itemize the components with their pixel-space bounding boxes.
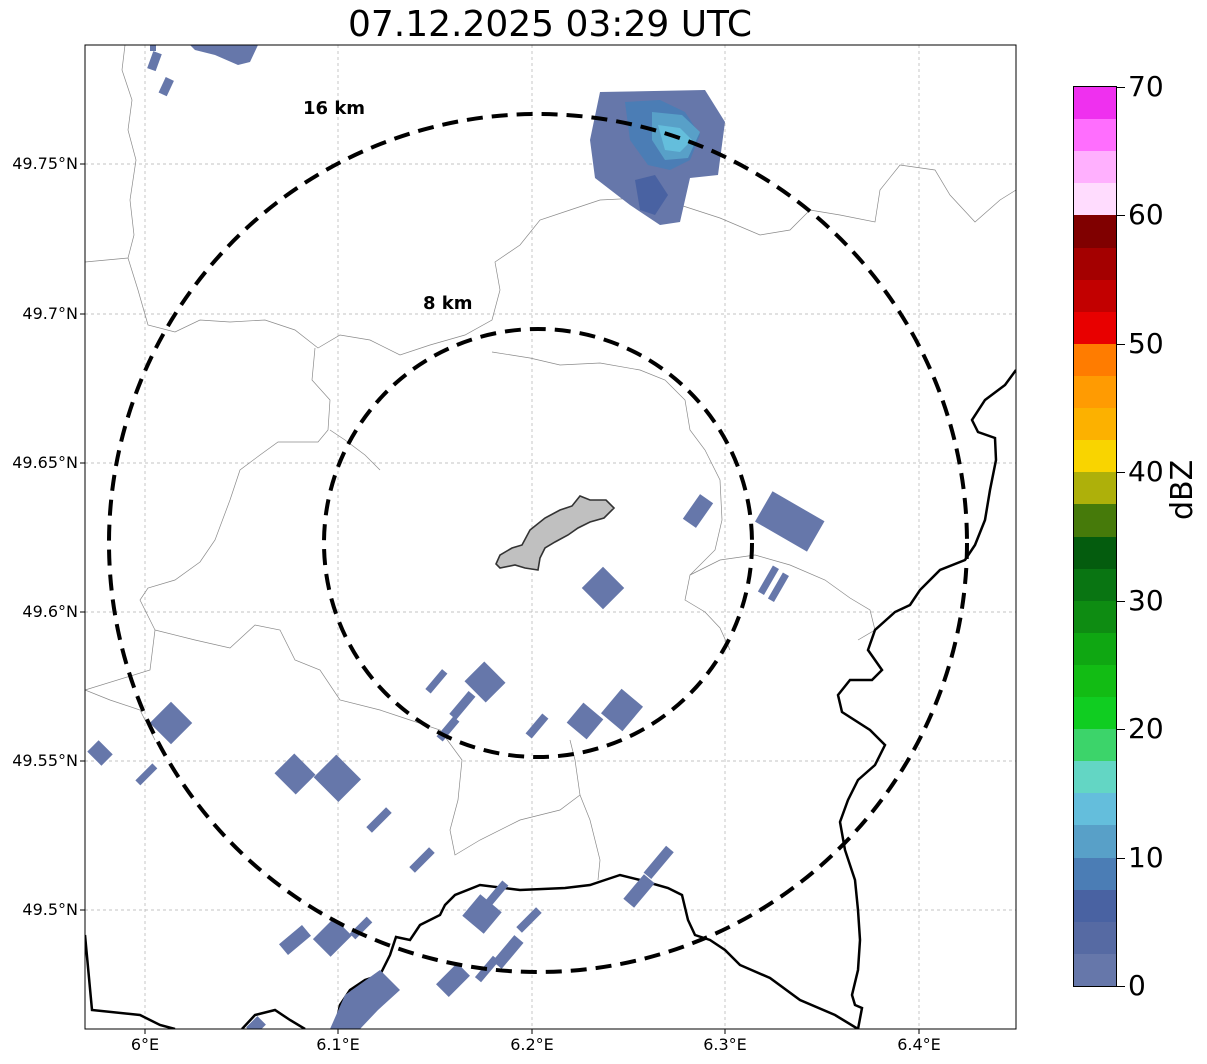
colorbar-tick xyxy=(1117,472,1125,474)
colorbar-segment xyxy=(1074,118,1116,152)
colorbar-segment xyxy=(1074,568,1116,601)
colorbar-tick xyxy=(1117,600,1125,602)
lon-label-6-2: 6.2°E xyxy=(510,1035,554,1054)
municipal-boundaries xyxy=(85,45,1016,881)
colorbar-segment xyxy=(1074,953,1116,986)
colorbar-unit-label: dBZ xyxy=(1165,459,1200,520)
colorbar-segment xyxy=(1074,182,1116,216)
colorbar-tick xyxy=(1117,87,1125,88)
colorbar-tick-label: 20 xyxy=(1128,712,1164,746)
colorbar-segment xyxy=(1074,857,1116,890)
city-outline xyxy=(495,495,616,571)
colorbar-tick xyxy=(1117,215,1125,217)
lon-label-6: 6°E xyxy=(130,1035,160,1054)
colorbar-segment xyxy=(1074,889,1116,922)
colorbar-segment xyxy=(1074,343,1116,376)
colorbar-tick-label: 30 xyxy=(1128,583,1164,617)
range-ring-8km xyxy=(322,327,754,759)
colorbar-tick-label: 70 xyxy=(1128,70,1164,103)
lon-label-6-4: 6.4°E xyxy=(897,1035,941,1054)
range-ring-16km xyxy=(107,112,969,974)
lon-label-6-1: 6.1°E xyxy=(316,1035,360,1054)
colorbar-tick-label: 50 xyxy=(1128,326,1164,360)
lat-label-49-65: 49.65°N xyxy=(12,453,78,472)
colorbar-segment xyxy=(1074,150,1116,184)
colorbar-segment xyxy=(1074,279,1116,312)
map-frame xyxy=(84,44,1017,1030)
colorbar-segment xyxy=(1074,247,1116,280)
colorbar-tick-label: 10 xyxy=(1128,840,1164,874)
colorbar-segment xyxy=(1074,792,1116,826)
radar-echoes xyxy=(87,45,825,1029)
colorbar-tick xyxy=(1117,729,1125,731)
dbz-colorbar xyxy=(1073,86,1117,987)
colorbar-tick xyxy=(1117,986,1125,987)
colorbar-segment xyxy=(1074,664,1116,698)
colorbar-segment xyxy=(1074,824,1116,858)
colorbar-tick-label: 0 xyxy=(1128,969,1146,1002)
gridlines xyxy=(85,45,1016,1029)
colorbar-segment xyxy=(1074,632,1116,665)
colorbar-tick xyxy=(1117,857,1125,859)
colorbar-segment xyxy=(1074,536,1116,569)
colorbar-tick-label: 60 xyxy=(1128,198,1164,232)
colorbar-segment xyxy=(1074,728,1116,762)
range-rings xyxy=(107,112,969,974)
colorbar-segment xyxy=(1074,375,1116,409)
lat-label-49-7: 49.7°N xyxy=(22,304,78,323)
lat-label-49-6: 49.6°N xyxy=(22,602,78,621)
colorbar-segment xyxy=(1074,503,1116,537)
map-title: 07.12.2025 03:29 UTC xyxy=(347,4,753,45)
lat-label-49-55: 49.55°N xyxy=(12,751,78,770)
colorbar-segment xyxy=(1074,311,1116,344)
colorbar-segment xyxy=(1074,921,1116,954)
lat-label-49-5: 49.5°N xyxy=(22,900,78,919)
colorbar-tick xyxy=(1117,343,1125,345)
colorbar-segment xyxy=(1074,600,1116,633)
range-ring-label-16km: 16 km xyxy=(303,98,366,119)
colorbar-segment xyxy=(1074,471,1116,505)
national-border xyxy=(85,369,1016,1029)
range-ring-label-8km: 8 km xyxy=(423,293,473,314)
colorbar-tick-label: 40 xyxy=(1128,455,1164,489)
colorbar-segment xyxy=(1074,214,1116,248)
colorbar-segment xyxy=(1074,439,1116,473)
colorbar-segment xyxy=(1074,407,1116,441)
colorbar-segment xyxy=(1074,760,1116,794)
colorbar-segment xyxy=(1074,86,1116,120)
lon-label-6-3: 6.3°E xyxy=(703,1035,747,1054)
lat-label-49-75: 49.75°N xyxy=(12,154,78,173)
colorbar-segment xyxy=(1074,696,1116,730)
